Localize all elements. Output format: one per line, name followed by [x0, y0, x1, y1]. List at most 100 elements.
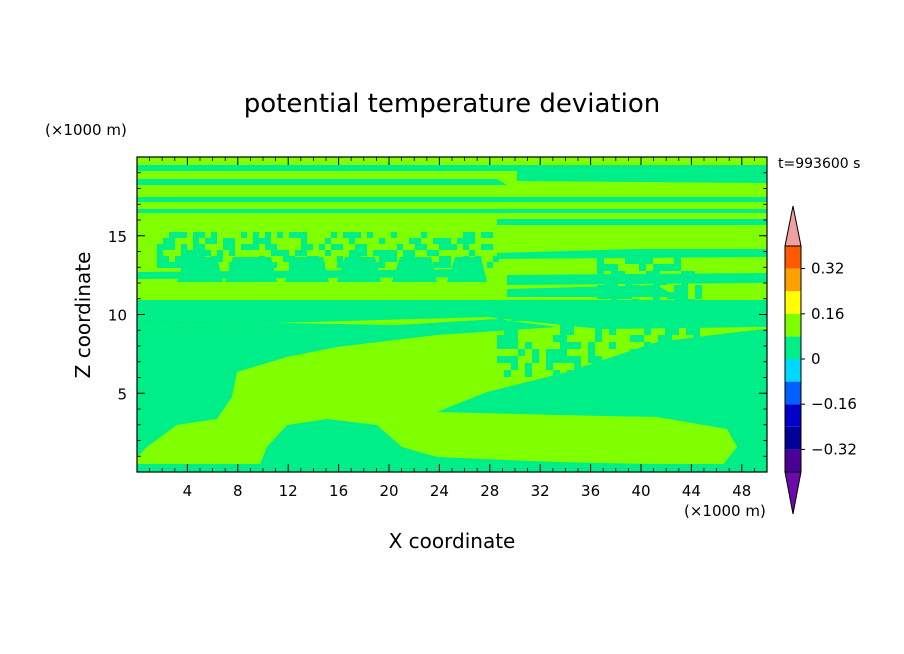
- noise-cell: [373, 262, 379, 268]
- noise-cell: [301, 238, 307, 244]
- noise-cell: [665, 328, 672, 335]
- x-tick-label: 36: [581, 482, 600, 500]
- noise-cell: [307, 256, 313, 262]
- noise-cell: [611, 278, 618, 285]
- colorbar-swatch: [785, 336, 801, 359]
- noise-cell: [337, 244, 343, 250]
- noise-cell: [469, 262, 475, 268]
- noise-cell: [301, 232, 307, 238]
- colorbar-under-arrow: [784, 471, 802, 515]
- noise-cell: [265, 244, 271, 250]
- noise-cell: [469, 250, 475, 256]
- colorbar-tick-label: −0.16: [811, 395, 857, 413]
- noise-cell: [253, 244, 259, 250]
- noise-cell: [481, 244, 487, 250]
- noise-cell: [630, 307, 637, 314]
- noise-cell: [181, 232, 187, 238]
- x-tick-label: 40: [631, 482, 650, 500]
- time-label: t=993600 s: [778, 156, 860, 172]
- noise-cell: [301, 244, 307, 250]
- noise-cell: [229, 238, 235, 244]
- y-tick-label: 5: [117, 385, 127, 403]
- noise-cell: [241, 232, 247, 238]
- noise-cell: [567, 370, 574, 377]
- noise-cell: [193, 238, 199, 244]
- noise-cell: [646, 257, 653, 264]
- noise-cell: [658, 356, 665, 363]
- noise-cell: [265, 238, 271, 244]
- noise-cell: [259, 256, 265, 262]
- noise-cell: [343, 232, 349, 238]
- noise-cell: [672, 342, 679, 349]
- wave-blob: [285, 257, 329, 282]
- noise-cell: [604, 285, 611, 292]
- noise-cell: [693, 335, 700, 342]
- field-region: [497, 249, 767, 259]
- y-tick-label: 10: [108, 307, 127, 325]
- noise-cell: [175, 232, 181, 238]
- noise-cell: [157, 244, 163, 250]
- noise-cell: [163, 256, 169, 262]
- noise-cell: [277, 250, 283, 256]
- noise-cell: [367, 232, 373, 238]
- noise-cell: [560, 342, 567, 349]
- noise-cell: [611, 306, 618, 313]
- noise-cell: [391, 250, 397, 256]
- noise-cell: [199, 250, 205, 256]
- noise-cell: [397, 244, 403, 250]
- noise-cell: [391, 256, 397, 262]
- noise-cell: [445, 262, 451, 268]
- noise-cell: [653, 306, 660, 313]
- noise-cell: [616, 307, 623, 314]
- noise-cell: [301, 250, 307, 256]
- noise-cell: [693, 328, 700, 335]
- noise-cell: [187, 262, 193, 268]
- noise-cell: [567, 328, 574, 335]
- noise-cell: [651, 363, 658, 370]
- noise-cell: [611, 299, 618, 306]
- noise-cell: [618, 292, 625, 299]
- noise-cell: [623, 370, 630, 377]
- noise-cell: [313, 256, 319, 262]
- noise-cell: [597, 264, 604, 271]
- noise-cell: [688, 299, 695, 306]
- noise-cell: [574, 356, 581, 363]
- field-region: [497, 219, 767, 225]
- noise-cell: [665, 349, 672, 356]
- noise-cell: [695, 285, 702, 292]
- noise-cell: [187, 256, 193, 262]
- noise-cell: [625, 306, 632, 313]
- noise-cell: [271, 244, 277, 250]
- noise-cell: [602, 363, 609, 370]
- noise-cell: [658, 314, 665, 321]
- noise-cell: [283, 256, 289, 262]
- noise-cell: [560, 335, 567, 342]
- noise-cell: [511, 335, 518, 342]
- noise-cell: [630, 356, 637, 363]
- noise-cell: [518, 349, 525, 356]
- noise-cell: [532, 349, 539, 356]
- noise-cell: [625, 278, 632, 285]
- noise-cell: [391, 232, 397, 238]
- noise-cell: [611, 285, 618, 292]
- noise-cell: [337, 262, 343, 268]
- noise-cell: [646, 271, 653, 278]
- colorbar: 0.32 0.16 0 −0.16 −0.32: [784, 205, 857, 515]
- noise-cell: [433, 238, 439, 244]
- colorbar-swatch: [785, 449, 801, 472]
- noise-cell: [653, 264, 660, 271]
- noise-cell: [157, 250, 163, 256]
- noise-cell: [157, 256, 163, 262]
- x-tick-label: 24: [430, 482, 449, 500]
- noise-cell: [686, 314, 693, 321]
- noise-cell: [439, 238, 445, 244]
- noise-cell: [307, 244, 313, 250]
- noise-cell: [199, 256, 205, 262]
- noise-cell: [469, 232, 475, 238]
- noise-cell: [295, 232, 301, 238]
- noise-cell: [695, 306, 702, 313]
- noise-cell: [560, 356, 567, 363]
- noise-cell: [686, 349, 693, 356]
- noise-cell: [421, 244, 427, 250]
